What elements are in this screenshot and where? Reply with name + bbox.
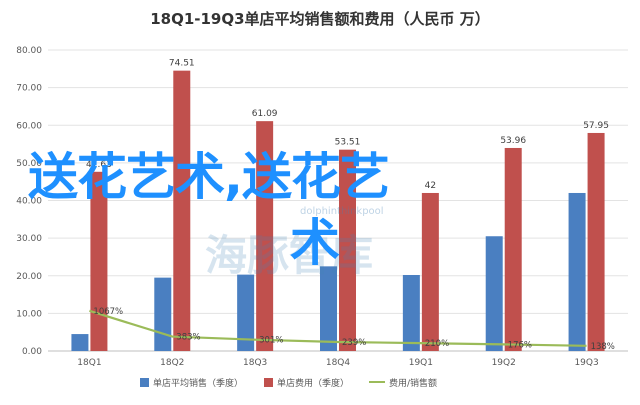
legend-label: 费用/销售额	[389, 377, 437, 389]
bar-cost	[173, 70, 191, 351]
data-label-cost: 53.96	[500, 136, 526, 146]
x-tick-label: 19Q1	[409, 358, 433, 368]
y-tick-label: 50.00	[16, 159, 42, 169]
bar-cost	[90, 171, 108, 351]
data-label-ratio: 383%	[176, 333, 200, 343]
y-tick-label: 60.00	[16, 121, 42, 131]
x-tick-label: 19Q2	[492, 358, 516, 368]
bar-cost	[339, 149, 356, 351]
legend-label: 单店平均销售（季度）	[153, 377, 243, 389]
bar-sales	[71, 334, 89, 351]
data-label-cost: 61.09	[252, 109, 278, 119]
bar-sales	[320, 266, 337, 351]
bar-sales	[237, 274, 255, 351]
bar-sales	[568, 192, 586, 351]
bar-sales	[402, 274, 420, 351]
bar-cost	[587, 132, 605, 351]
y-tick-label: 70.00	[16, 84, 42, 94]
data-label-ratio: 1067%	[93, 307, 123, 317]
data-label-ratio: 138%	[591, 342, 615, 352]
data-label-cost: 57.95	[583, 121, 609, 131]
bar-sales	[154, 277, 172, 351]
legend-swatch	[264, 378, 273, 387]
y-tick-label: 20.00	[16, 272, 42, 282]
data-label-cost: 53.51	[335, 138, 361, 148]
data-label-cost: 47.63	[86, 160, 112, 170]
x-tick-label: 19Q3	[574, 358, 598, 368]
y-tick-label: 30.00	[16, 234, 42, 244]
x-tick-label: 18Q2	[160, 358, 184, 368]
x-tick-label: 18Q1	[77, 358, 101, 368]
data-label-cost: 42	[425, 181, 436, 191]
data-label-cost: 74.51	[169, 59, 195, 69]
data-label-ratio: 176%	[508, 340, 532, 350]
legend-label: 单店费用（季度）	[277, 377, 349, 389]
data-label-ratio: 239%	[342, 338, 366, 348]
y-tick-label: 40.00	[16, 197, 42, 207]
line-ratio	[89, 309, 587, 347]
legend-swatch	[140, 378, 149, 387]
y-tick-label: 80.00	[16, 46, 42, 56]
x-tick-label: 18Q3	[243, 358, 267, 368]
bar-cost	[256, 121, 274, 352]
bar-cost	[504, 147, 522, 351]
y-tick-label: 10.00	[16, 309, 42, 319]
bar-sales	[485, 236, 503, 351]
data-label-ratio: 301%	[259, 336, 283, 346]
data-label-ratio: 210%	[425, 339, 449, 349]
y-tick-label: 0.00	[22, 347, 42, 357]
x-tick-label: 18Q4	[326, 358, 351, 368]
bar-cost	[421, 192, 439, 351]
chart-title: 18Q1-19Q3单店平均销售额和费用（人民币 万）	[150, 10, 490, 28]
